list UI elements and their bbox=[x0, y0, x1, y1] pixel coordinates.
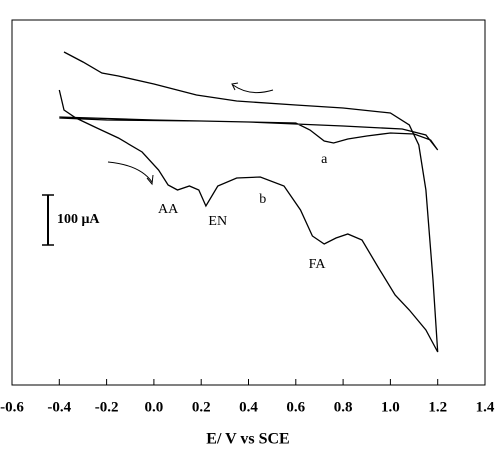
curve bbox=[59, 116, 439, 151]
annotation: b bbox=[259, 192, 266, 207]
x-tick-label: 1.4 bbox=[476, 399, 495, 415]
x-tick-label: -0.2 bbox=[95, 399, 119, 415]
x-tick-label: 0.0 bbox=[145, 399, 164, 415]
x-tick-label: -0.6 bbox=[0, 399, 24, 415]
plot-frame bbox=[11, 19, 486, 386]
x-tick-label: 0.4 bbox=[239, 399, 258, 415]
arrow-head bbox=[231, 82, 239, 91]
x-tick-label: 0.8 bbox=[334, 399, 353, 415]
annotation: a bbox=[321, 152, 328, 167]
x-tick-label: 1.2 bbox=[428, 399, 447, 415]
annotation: AA bbox=[158, 202, 179, 217]
scale-bar-label: 100 μA bbox=[57, 212, 100, 227]
x-tick-label: -0.4 bbox=[47, 399, 71, 415]
arrow bbox=[232, 84, 274, 94]
annotation: EN bbox=[208, 214, 227, 229]
x-tick-label: 0.2 bbox=[192, 399, 211, 415]
x-tick-label: 1.0 bbox=[381, 399, 400, 415]
x-tick-label: 0.6 bbox=[286, 399, 305, 415]
x-axis-label: E/ V vs SCE bbox=[206, 431, 289, 448]
arrow-head bbox=[146, 174, 154, 186]
curve bbox=[58, 51, 439, 353]
annotation: FA bbox=[309, 257, 327, 272]
arrow bbox=[107, 161, 153, 183]
